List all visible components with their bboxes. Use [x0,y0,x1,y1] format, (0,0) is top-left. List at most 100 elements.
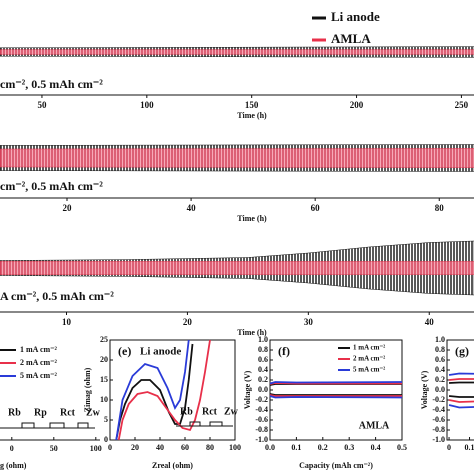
panel-title: Li anode [140,346,181,358]
x-axis-label: Capacity (mAh cm⁻²) [299,461,373,470]
circuit-label: Rb [8,407,21,418]
y-tick-label: -0.2 [432,395,445,404]
y-tick-label: -0.8 [255,425,268,434]
legend-label: 2 mA cm⁻² [20,358,57,367]
x-tick-label: 20 [183,317,193,327]
x-tick-label: 60 [311,203,321,213]
circuit-label: Zw [224,406,239,417]
x-axis-label: g (ohm) [0,461,27,470]
x-axis-label: Zreal (ohm) [152,461,193,470]
y-tick-label: 0.2 [435,375,445,384]
x-tick-label: 150 [245,100,259,110]
signal-envelope [0,49,474,55]
panel-label: (f) [278,344,290,358]
x-tick-label: 0.4 [371,443,381,452]
condition-label: cm⁻², 0.5 mAh cm⁻² [0,77,103,91]
x-tick-label: 80 [206,443,214,452]
legend-label: 1 mA cm⁻² [353,344,385,352]
y-tick-label: 0.8 [258,345,268,354]
legend-label: 2 mA cm⁻² [353,355,385,363]
x-tick-label: 0.1 [465,443,474,452]
x-tick-label: 0.0 [265,443,275,452]
x-tick-label: 30 [304,317,314,327]
x-tick-label: 40 [187,203,197,213]
x-tick-label: 60 [181,443,189,452]
y-tick-label: -1.0 [432,435,445,444]
y-tick-label: 0.4 [258,365,268,374]
legend-label: Li anode [331,9,380,24]
circuit [176,421,233,427]
y-tick-label: -0.2 [255,395,268,404]
panel-label: (g) [455,344,469,358]
x-tick-label: 20 [131,443,139,452]
data-line [269,393,402,396]
x-tick-label: 80 [435,203,445,213]
legend-label: 5 mA cm⁻² [353,366,385,374]
data-line [269,394,402,397]
x-tick-label: 100 [90,444,102,453]
y-tick-label: 0.0 [435,385,445,394]
y-tick-label: 0 [104,435,108,444]
circuit-label: Rct [60,407,76,418]
circuit [0,422,95,429]
y-tick-label: 0.6 [258,355,268,364]
x-axis-label: Time (h) [237,328,267,337]
x-tick-label: 0 [10,444,14,453]
y-tick-label: 5 [104,415,108,424]
y-tick-label: 0.6 [435,355,445,364]
y-tick-label: 10 [100,395,108,404]
data-line [117,339,211,441]
y-axis-label: Voltage (V) [420,370,429,409]
x-tick-label: 0.2 [318,443,328,452]
x-tick-label: 10 [62,317,72,327]
y-tick-label: 0.4 [435,365,445,374]
y-tick-label: -0.4 [432,405,445,414]
y-tick-label: 0.0 [258,385,268,394]
data-line [448,399,474,403]
y-tick-label: 0.2 [258,375,268,384]
circuit-label: Rp [34,407,47,418]
y-tick-label: -0.6 [432,415,445,424]
data-line [269,381,403,385]
legend-label: 1 mA cm⁻² [20,345,57,354]
x-tick-label: 0.3 [344,443,354,452]
y-tick-label: 25 [100,335,108,344]
y-axis-label: Zimag (ohm) [83,367,92,412]
y-tick-label: 1.0 [435,335,445,344]
x-tick-label: 0.5 [397,443,407,452]
y-tick-label: -0.6 [255,415,268,424]
y-tick-label: 20 [100,355,108,364]
panel-title: AMLA [359,420,390,431]
data-line [269,395,403,399]
y-tick-label: 1.0 [258,335,268,344]
signal-envelope [0,148,474,168]
y-tick-label: -1.0 [255,435,268,444]
x-tick-label: 100 [229,443,241,452]
x-tick-label: 40 [156,443,164,452]
data-line [448,372,474,376]
data-line [449,381,474,384]
panel-label: (e) [118,344,131,358]
y-tick-label: -0.8 [432,425,445,434]
x-tick-label: 50 [50,444,58,453]
data-line [448,404,474,409]
x-axis-label: Time (h) [237,214,267,223]
x-tick-label: 0.1 [291,443,301,452]
signal-envelope [0,261,474,275]
condition-label: A cm⁻², 0.5 mAh cm⁻² [0,289,114,303]
legend-label: 5 mA cm⁻² [20,371,57,380]
x-tick-label: 0 [108,443,112,452]
circuit-label: Rb [180,406,193,417]
circuit-label: Zw [86,407,101,418]
data-line [448,395,474,398]
x-tick-label: 50 [37,100,47,110]
y-axis-label: Voltage (V) [243,370,252,409]
circuit-label: Rct [202,406,218,417]
legend-label: AMLA [331,31,371,46]
x-tick-label: 40 [425,317,435,327]
y-tick-label: -0.4 [255,405,268,414]
x-tick-label: 0 [447,443,451,452]
y-tick-label: 15 [100,375,108,384]
x-axis-label: Time (h) [237,111,267,120]
